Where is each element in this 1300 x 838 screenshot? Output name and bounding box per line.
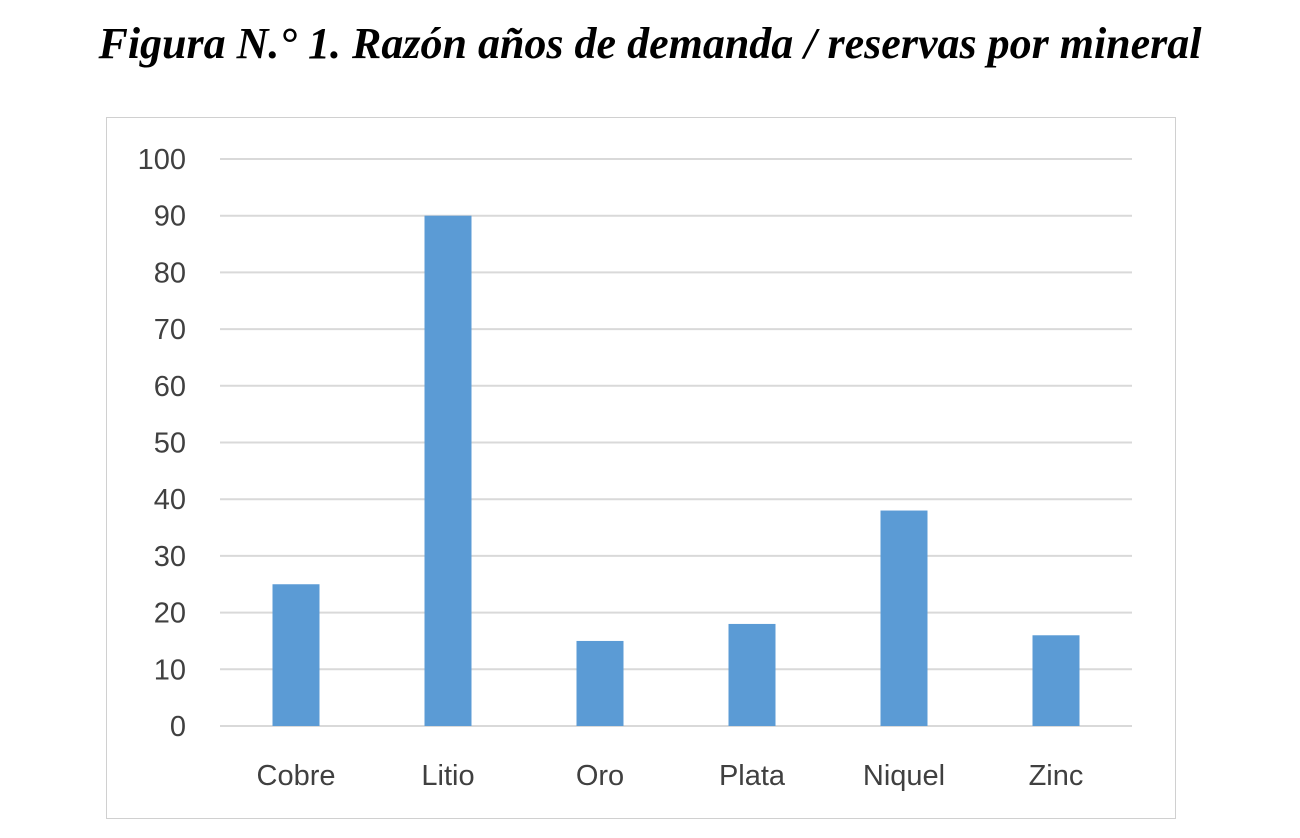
bar-oro: [576, 640, 624, 726]
bar-litio: [424, 215, 472, 726]
gridlines: [220, 158, 1132, 727]
y-tick-label: 100: [138, 144, 186, 176]
y-tick-label: 10: [154, 654, 186, 686]
y-tick-label: 80: [154, 257, 186, 289]
bars: [272, 215, 1080, 726]
bar-zinc: [1032, 635, 1080, 726]
y-tick-label: 30: [154, 541, 186, 573]
x-tick-label: Zinc: [1029, 760, 1084, 792]
figure-title: Figura N.° 1. Razón años de demanda / re…: [98, 19, 1202, 68]
x-tick-label: Plata: [719, 760, 786, 792]
y-tick-label: 60: [154, 371, 186, 403]
y-tick-label: 0: [170, 711, 186, 743]
bar-plata: [728, 623, 776, 726]
x-tick-label: Cobre: [257, 760, 336, 792]
y-tick-label: 90: [154, 201, 186, 233]
x-tick-label: Litio: [421, 760, 474, 792]
x-tick-label: Niquel: [863, 760, 945, 792]
bar-cobre: [272, 584, 320, 726]
bar-niquel: [880, 510, 928, 726]
x-axis-ticks: Cobre Litio Oro Plata Niquel Zinc: [257, 760, 1084, 792]
y-tick-label: 20: [154, 598, 186, 630]
y-tick-label: 50: [154, 428, 186, 460]
y-tick-label: 40: [154, 484, 186, 516]
y-axis-ticks: 0 10 20 30 40 50 60 70 80 90 100: [138, 144, 186, 743]
y-tick-label: 70: [154, 314, 186, 346]
x-tick-label: Oro: [576, 760, 624, 792]
